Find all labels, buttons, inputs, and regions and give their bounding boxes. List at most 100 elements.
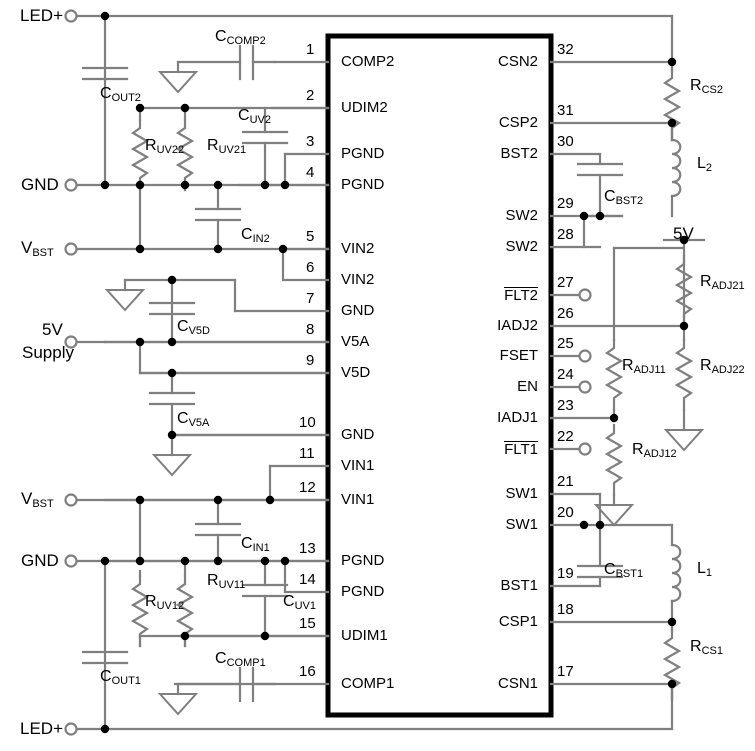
label-c-comp2-base: C: [215, 28, 227, 45]
label-r-uv22-sub: UV22: [156, 144, 185, 156]
label-c-bst2-sub: BST2: [615, 195, 644, 207]
pin-name-1: COMP2: [341, 53, 395, 70]
label-r-adj11: RADJ11: [622, 357, 666, 376]
label-l2: L2: [697, 155, 713, 174]
label-c-in1-base: C: [241, 535, 253, 552]
pin-num-2: 2: [306, 87, 315, 104]
label-r-adj12-sub: ADJ12: [643, 448, 677, 460]
terminal-vbst-bottom: VBST: [21, 489, 54, 510]
terminal-vbst-top: VBST: [21, 238, 54, 259]
pin-name-24: EN: [517, 378, 538, 395]
label-c-uv1: CUV1: [283, 593, 316, 612]
pin-name-11: VIN1: [341, 457, 375, 474]
pin-name-31: CSP2: [498, 114, 538, 131]
pin-name-32: CSN2: [497, 53, 538, 70]
pin-num-6: 6: [306, 259, 315, 276]
pin-num-19: 19: [557, 565, 574, 582]
pin-name-22: FLT1: [438, 441, 538, 458]
pin-name-9: V5D: [341, 364, 371, 381]
pin-name-4: PGND: [341, 176, 385, 193]
pin-num-20: 20: [557, 504, 574, 521]
label-r-adj12: RADJ12: [632, 441, 677, 460]
pin-num-23: 23: [557, 397, 574, 414]
pin-num-10: 10: [299, 414, 316, 431]
label-c-v5a-base: C: [177, 410, 189, 427]
terminal-vbst-top-base: V: [21, 238, 33, 257]
label-r-uv21-base: R: [207, 137, 219, 154]
pin-num-5: 5: [306, 228, 315, 245]
label-c-comp2: CCOMP2: [215, 28, 266, 47]
pin-num-17: 17: [557, 663, 574, 680]
label-c-uv2-sub: UV2: [249, 114, 271, 126]
terminal-5v-supply-line2: Supply: [22, 343, 74, 362]
pin-name-21: SW1: [505, 485, 538, 502]
label-r-uv11-sub: UV11: [218, 579, 246, 591]
label-c-out1-sub: OUT1: [111, 675, 141, 687]
label-r-uv21-sub: UV21: [218, 144, 247, 156]
label-c-out2: COUT2: [100, 85, 141, 104]
pin-num-31: 31: [557, 102, 574, 119]
pin-name-30: BST2: [500, 145, 538, 162]
pin-num-4: 4: [306, 164, 315, 181]
pin-name-27-overline: FLT2: [504, 287, 538, 304]
label-c-v5d-base: C: [177, 318, 189, 335]
label-c-in2: CIN2: [241, 226, 270, 245]
label-c-uv2-base: C: [238, 107, 250, 124]
label-r-adj11-base: R: [622, 357, 634, 374]
label-l2-sub: 2: [705, 162, 713, 174]
pin-name-20: SW1: [505, 516, 538, 533]
label-r-uv12-base: R: [145, 593, 157, 610]
label-c-uv2: CUV2: [238, 107, 271, 126]
terminal-led-plus-top: LED+: [20, 6, 63, 25]
label-r-cs1-base: R: [690, 638, 702, 655]
label-r-uv21: RUV21: [207, 137, 247, 156]
pin-num-21: 21: [557, 473, 574, 490]
pin-name-5: VIN2: [341, 240, 375, 257]
label-c-in2-sub: IN2: [252, 233, 270, 245]
pin-name-28: SW2: [505, 238, 538, 255]
rail-5v-label: 5V: [673, 224, 694, 243]
pin-name-15: UDIM1: [341, 627, 388, 644]
pin-num-7: 7: [306, 290, 315, 307]
pin-num-26: 26: [557, 305, 574, 322]
label-c-uv1-base: C: [283, 593, 295, 610]
pin-num-24: 24: [557, 366, 574, 383]
label-c-uv1-sub: UV1: [294, 600, 316, 612]
pin-name-22-overline: FLT1: [504, 441, 538, 458]
label-r-uv11: RUV11: [207, 572, 246, 591]
label-r-cs2: RCS2: [690, 77, 723, 96]
pin-num-13: 13: [299, 540, 316, 557]
terminal-led-plus-bottom: LED+: [20, 719, 63, 738]
pin-name-7: GND: [341, 302, 375, 319]
label-c-bst1: CBST1: [604, 561, 643, 580]
label-c-out2-sub: OUT2: [111, 92, 141, 104]
label-r-adj22-base: R: [700, 357, 712, 374]
pin-name-27: FLT2: [438, 287, 538, 304]
pin-name-8: V5A: [341, 333, 370, 350]
pin-num-11: 11: [299, 445, 315, 462]
pin-num-15: 15: [299, 615, 316, 632]
label-r-cs2-sub: CS2: [701, 84, 723, 96]
pin-name-26: IADJ2: [497, 317, 538, 334]
pin-name-10: GND: [341, 426, 375, 443]
pin-num-14: 14: [299, 571, 316, 588]
terminal-vbst-bottom-base: V: [21, 489, 33, 508]
label-c-in2-base: C: [241, 226, 253, 243]
label-c-bst2-base: C: [604, 188, 616, 205]
pin-name-25: FSET: [499, 347, 538, 364]
pin-num-32: 32: [557, 41, 574, 58]
label-r-adj22-sub: ADJ22: [711, 364, 745, 376]
pin-num-28: 28: [557, 226, 574, 243]
label-r-adj11-sub: ADJ11: [633, 364, 666, 376]
pin-num-22: 22: [557, 428, 574, 445]
pin-name-6: VIN2: [341, 271, 375, 288]
pin-name-23: IADJ1: [497, 409, 538, 426]
label-r-uv12: RUV12: [145, 593, 184, 612]
pin-num-8: 8: [306, 321, 315, 338]
pin-num-12: 12: [299, 479, 316, 496]
pin-name-2: UDIM2: [341, 99, 388, 116]
terminal-circles: [64, 9, 592, 736]
label-c-v5a: CV5A: [177, 410, 209, 429]
